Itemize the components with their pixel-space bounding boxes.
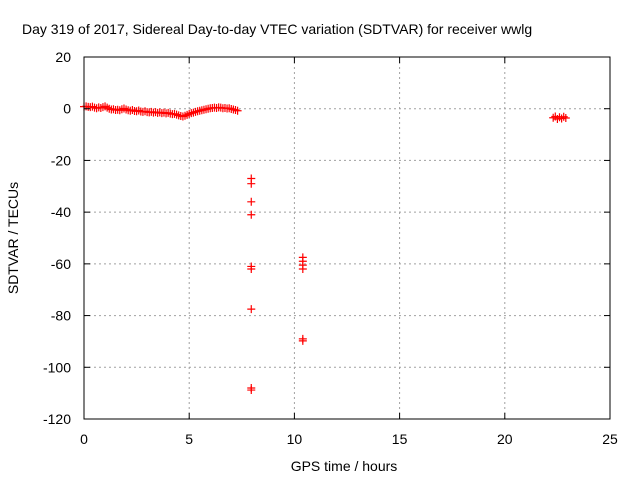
- data-point: [231, 106, 240, 115]
- data-point: [233, 106, 242, 115]
- data-layer: [80, 102, 570, 395]
- grid-layer: [84, 57, 610, 419]
- data-point: [247, 179, 256, 188]
- data-point: [247, 386, 256, 395]
- y-tick-label: 20: [55, 49, 71, 65]
- y-tick-label: -80: [51, 308, 71, 324]
- data-point: [225, 104, 234, 113]
- data-point: [247, 265, 256, 274]
- x-axis-label: GPS time / hours: [291, 458, 398, 474]
- data-point: [247, 210, 256, 219]
- data-point: [247, 305, 256, 314]
- y-axis-label: SDTVAR / TECUs: [5, 182, 21, 294]
- x-tick-label: 10: [287, 431, 303, 447]
- data-point: [170, 109, 179, 118]
- data-point: [115, 106, 124, 115]
- x-tick-label: 5: [185, 431, 193, 447]
- data-point: [88, 102, 97, 111]
- x-tick-label: 25: [602, 431, 618, 447]
- data-point: [134, 106, 143, 115]
- data-point: [172, 110, 181, 119]
- tick-layer: 0 5 10 15 20 25 20 0 -20 -40 -60 -80 -100 -120: [43, 49, 618, 447]
- data-point: [561, 114, 570, 123]
- y-tick-label: -20: [51, 152, 71, 168]
- data-point: [298, 336, 307, 345]
- y-tick-label: 0: [63, 101, 71, 117]
- data-point: [298, 265, 307, 274]
- y-tick-label: -120: [43, 411, 71, 427]
- data-point: [247, 197, 256, 206]
- x-tick-label: 15: [392, 431, 408, 447]
- data-point: [164, 108, 173, 117]
- chart-title: Day 319 of 2017, Sidereal Day-to-day VTE…: [22, 21, 532, 37]
- x-tick-label: 20: [497, 431, 513, 447]
- plot-frame: [83, 56, 611, 420]
- data-point: [103, 103, 112, 112]
- x-tick-label: 0: [80, 431, 88, 447]
- y-tick-label: -60: [51, 256, 71, 272]
- y-tick-label: -40: [51, 204, 71, 220]
- y-tick-label: -100: [43, 359, 71, 375]
